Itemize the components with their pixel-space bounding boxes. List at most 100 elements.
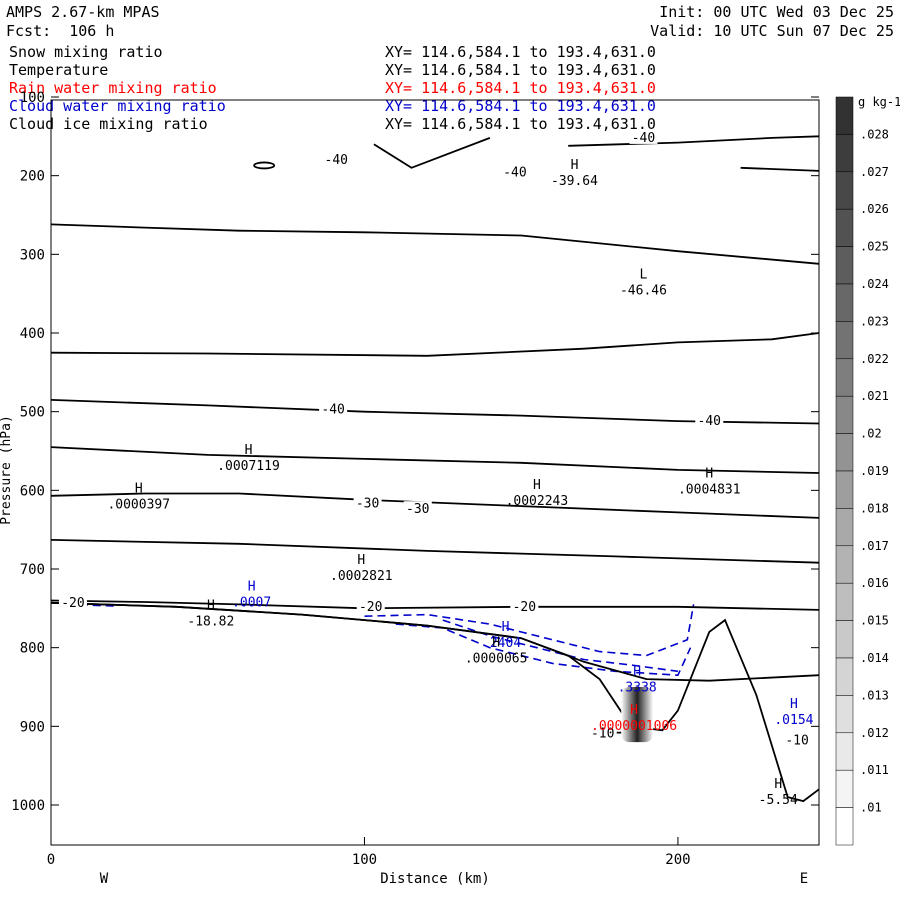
- colorbar-cell: [835, 582, 854, 621]
- isotherm-line: [50, 446, 820, 474]
- legend-label: Cloud water mixing ratio: [9, 97, 226, 115]
- snow-shade-cell: [621, 687, 654, 743]
- contour-label-bg: [319, 401, 348, 416]
- contour-label-bg: [695, 413, 724, 428]
- contour-label-bg: [500, 164, 529, 179]
- extremum-mark: H: [533, 478, 541, 493]
- x-axis-label: Distance (km): [380, 871, 490, 887]
- cloud-water-contour: [364, 604, 695, 657]
- isotherm-line: [50, 599, 820, 611]
- contour-label-bg: [356, 598, 385, 613]
- legend-label: Rain water mixing ratio: [9, 79, 217, 97]
- colorbar-cell: [835, 395, 854, 434]
- colorbar-cell: [835, 657, 854, 696]
- colorbar-cell: [835, 96, 854, 135]
- extremum-value: -18.82: [187, 615, 234, 630]
- contour-label-bg: [353, 495, 382, 510]
- isotherm-line: [568, 135, 820, 147]
- y-tick-label: 800: [20, 641, 45, 657]
- isotherm-line: [50, 223, 820, 265]
- colorbar-cell: [835, 508, 854, 547]
- legend-xy: XY= 114.6,584.1 to 193.4,631.0: [385, 79, 656, 97]
- colorbar-label: .012: [860, 726, 889, 740]
- isotherm-line: [50, 539, 820, 564]
- extremum-value: -46.46: [620, 283, 667, 298]
- y-tick-label: 700: [20, 562, 45, 578]
- contour-label: -10: [785, 733, 808, 748]
- colorbar-label: .016: [860, 576, 889, 590]
- isotherm-closed: [253, 161, 276, 170]
- extremum-value: .0002243: [506, 494, 569, 509]
- legend-xy: XY= 114.6,584.1 to 193.4,631.0: [385, 43, 656, 61]
- extremum-value: .0000001006: [591, 719, 677, 734]
- colorbar-cell: [835, 695, 854, 734]
- colorbar-label: .01: [860, 801, 882, 815]
- colorbar-cell: [835, 433, 854, 472]
- extremum-mark: H: [502, 620, 510, 635]
- legend-label: Cloud ice mixing ratio: [9, 115, 208, 133]
- colorbar-label: .014: [860, 651, 889, 665]
- isotherm-line: [373, 137, 491, 169]
- colorbar-cell: [835, 807, 854, 846]
- colorbar-cell: [835, 246, 854, 285]
- legend-label: Snow mixing ratio: [9, 43, 163, 61]
- y-axis-label: Pressure (hPa): [0, 415, 14, 525]
- y-tick-label: 300: [20, 247, 45, 263]
- colorbar-cell: [835, 545, 854, 584]
- cloud-water-contour: [395, 623, 692, 677]
- plot-frame: [50, 99, 820, 846]
- snow-shading: [621, 687, 654, 743]
- extremum-mark: H: [705, 466, 713, 481]
- extremum-value: .0002821: [330, 569, 393, 584]
- y-tick-label: 500: [20, 405, 45, 421]
- contour-label-bg: [58, 594, 87, 609]
- contour-label-bg: [322, 151, 351, 166]
- extremum-value: -5.54: [759, 793, 798, 808]
- colorbar-units: g kg-1: [858, 95, 900, 109]
- extremum-mark: L: [640, 267, 648, 282]
- x-tick-label: 0: [47, 852, 55, 868]
- colorbar-cell: [835, 208, 854, 247]
- contour-label: -40: [321, 402, 344, 417]
- colorbar-cell: [835, 171, 854, 210]
- contour-label-bg: [403, 501, 432, 516]
- colorbar-label: .021: [860, 389, 889, 403]
- colorbar-cell: [835, 321, 854, 360]
- y-tick-label: 200: [20, 169, 45, 185]
- cloud-water-contours: [66, 603, 695, 677]
- extremum-mark: H: [790, 697, 798, 712]
- x-tick-label: 200: [665, 852, 690, 868]
- contour-label-bg: [629, 129, 658, 144]
- extremum-mark: H: [571, 158, 579, 173]
- colorbar-label: .02: [860, 427, 882, 441]
- y-tick-label: 100: [20, 90, 45, 106]
- legend-xy: XY= 114.6,584.1 to 193.4,631.0: [385, 97, 656, 115]
- forecast-hour: Fcst: 106 h: [6, 22, 115, 40]
- colorbar-label: .028: [860, 127, 889, 141]
- colorbar-cell: [835, 358, 854, 397]
- extremum-mark: H: [774, 777, 782, 792]
- terrain-line: [50, 601, 820, 803]
- contour-label: -40: [632, 131, 655, 146]
- terrain-profile: [50, 601, 820, 803]
- isotherm-line: [740, 166, 820, 172]
- colorbar-cell: [835, 620, 854, 659]
- colorbar-cell: [835, 769, 854, 808]
- colorbar-label: .025: [860, 240, 889, 254]
- colorbar-label: .023: [860, 314, 889, 328]
- axes: 100 200 300 400 500 600 700 800 900 1000 0 100 200 Di…: [0, 90, 819, 887]
- extremum-value: 2404: [490, 636, 521, 651]
- extremum-value: .0000397: [107, 497, 170, 512]
- colorbar-label: .019: [860, 464, 889, 478]
- contour-label: -10: [591, 726, 614, 741]
- x-end-label-east: E: [800, 871, 808, 887]
- contour-label-bg: [783, 732, 812, 747]
- contour-labels: -40 -40 -40 -40 -40 -30 -30 -20 -20 -20 -10 -10: [58, 129, 812, 748]
- colorbar-label: .017: [860, 539, 889, 553]
- extremum-value: .0007: [232, 596, 271, 611]
- colorbar-label: .011: [860, 763, 889, 777]
- y-tick-label: 400: [20, 326, 45, 342]
- model-title: AMPS 2.67-km MPAS: [6, 3, 160, 21]
- extremum-value: .0000065: [465, 652, 528, 667]
